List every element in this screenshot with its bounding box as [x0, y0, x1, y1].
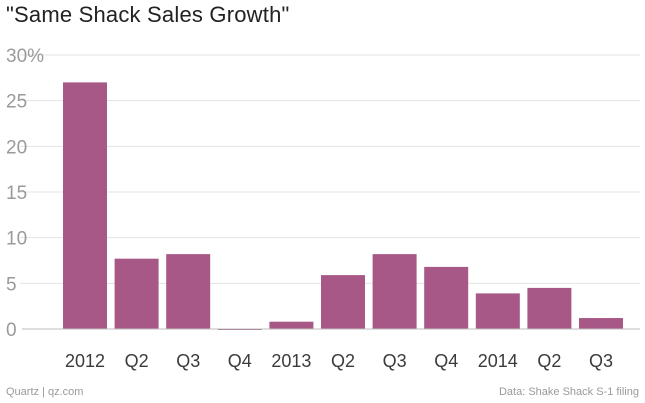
- x-tick-label: 2013: [271, 351, 311, 371]
- x-tick-label: 2012: [65, 351, 105, 371]
- x-tick-label: Q4: [434, 351, 458, 371]
- y-tick-label: 20: [6, 137, 27, 158]
- bar: [321, 275, 365, 329]
- bar: [114, 258, 159, 329]
- bar: [372, 254, 417, 329]
- y-tick-label: 10: [6, 229, 27, 250]
- y-axis-ticks: 0 5 10 15 20 25 30%: [6, 46, 44, 341]
- grid-lines: [20, 54, 640, 284]
- bar: [527, 287, 572, 329]
- y-tick-label: 0: [6, 320, 17, 341]
- x-tick-label: Q3: [176, 351, 200, 371]
- bar: [579, 318, 623, 329]
- x-tick-label: Q3: [589, 351, 613, 371]
- x-tick-label: Q2: [331, 351, 355, 371]
- bar: [269, 321, 314, 329]
- x-tick-label: 2014: [478, 351, 518, 371]
- x-tick-label: Q3: [383, 351, 407, 371]
- x-tick-label: Q4: [228, 351, 252, 371]
- footer-source: Quartz | qz.com: [6, 386, 84, 398]
- chart-title: "Same Shack Sales Growth": [6, 2, 290, 27]
- y-tick-label: 30%: [6, 46, 44, 67]
- bar: [166, 254, 211, 329]
- y-tick-label: 15: [6, 183, 27, 204]
- y-tick-label: 5: [6, 274, 17, 295]
- footer-data-credit: Data: Shake Shack S-1 filing: [498, 386, 639, 398]
- bars: [63, 82, 623, 330]
- x-tick-label: Q2: [537, 351, 561, 371]
- y-tick-label: 25: [6, 92, 27, 113]
- bar: [475, 293, 520, 329]
- bar: [63, 82, 107, 330]
- x-tick-label: Q2: [125, 351, 149, 371]
- bar: [424, 266, 469, 329]
- x-axis-ticks: 2012 Q2 Q3 Q4 2013 Q2 Q3 Q4 2014 Q2 Q3: [65, 351, 613, 371]
